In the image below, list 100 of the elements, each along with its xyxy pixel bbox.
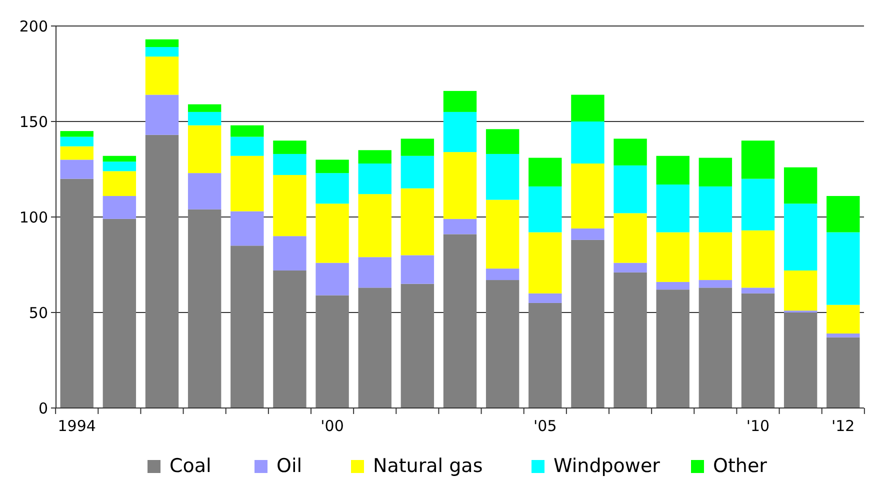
- y-tick-label: 100: [19, 208, 48, 226]
- bar: [528, 302, 562, 408]
- bar: [400, 255, 434, 284]
- bar: [486, 280, 520, 408]
- bar: [358, 194, 392, 258]
- bar: [571, 228, 604, 240]
- bar: [60, 136, 94, 146]
- bar: [316, 160, 349, 174]
- legend-label: Natural gas: [373, 455, 483, 477]
- bar: [826, 232, 860, 305]
- bar: [102, 196, 136, 219]
- bar: [528, 232, 562, 294]
- bar: [698, 186, 732, 232]
- bar: [400, 188, 434, 256]
- bar: [741, 178, 775, 230]
- bar: [443, 234, 477, 408]
- y-tick-label: 150: [19, 112, 48, 131]
- bar: [784, 167, 818, 204]
- bar: [145, 39, 179, 48]
- bar: [400, 156, 434, 188]
- bar: [188, 112, 222, 126]
- y-tick-label: 200: [19, 17, 48, 36]
- bar: [316, 262, 349, 296]
- bar: [656, 282, 690, 290]
- x-tick-label: '12: [832, 417, 855, 435]
- bar: [486, 200, 520, 269]
- bar: [230, 211, 264, 246]
- bar: [188, 209, 222, 408]
- bar: [614, 262, 647, 272]
- bar: [358, 150, 392, 164]
- bar: [188, 125, 222, 174]
- bar: [698, 158, 732, 186]
- bar: [145, 47, 179, 57]
- bar: [60, 160, 94, 179]
- x-tick-label: 1994: [58, 417, 96, 435]
- bar: [102, 162, 136, 172]
- bar: [60, 178, 94, 408]
- legend-label: Oil: [276, 455, 302, 477]
- bar: [145, 134, 179, 408]
- x-tick-label: '10: [746, 417, 770, 435]
- bar: [698, 232, 732, 280]
- bar: [102, 218, 136, 408]
- bar: [486, 154, 520, 200]
- legend-label: Other: [713, 455, 768, 477]
- bar: [826, 334, 860, 338]
- bar: [741, 288, 775, 294]
- bar: [273, 140, 306, 154]
- bar: [316, 295, 349, 408]
- bar: [528, 293, 562, 303]
- bar: [230, 125, 264, 137]
- bar: [656, 232, 690, 282]
- bar: [273, 154, 306, 175]
- bar: [102, 156, 136, 162]
- bar: [273, 174, 306, 236]
- bar: [316, 204, 349, 263]
- bar: [400, 284, 434, 408]
- bar: [358, 164, 392, 194]
- bar: [230, 156, 264, 212]
- bar: [230, 246, 264, 408]
- bar: [400, 138, 434, 156]
- bar: [741, 293, 775, 408]
- bar: [443, 112, 477, 152]
- bar: [273, 270, 306, 408]
- bar: [273, 236, 306, 270]
- bar: [784, 270, 818, 311]
- bar: [358, 288, 392, 408]
- bar: [826, 337, 860, 408]
- bar: [188, 104, 222, 112]
- bar: [358, 257, 392, 288]
- bar: [60, 146, 94, 160]
- bar: [826, 304, 860, 334]
- x-tick-label: '05: [534, 417, 557, 435]
- legend-label: Coal: [170, 455, 212, 477]
- bar: [443, 218, 477, 234]
- bar: [614, 272, 647, 408]
- bar: [826, 196, 860, 232]
- bar: [443, 152, 477, 219]
- bar: [784, 312, 818, 408]
- bar: [784, 204, 818, 270]
- bar: [656, 156, 690, 185]
- bar: [571, 240, 604, 408]
- bar: [145, 94, 179, 135]
- bar: [614, 165, 647, 214]
- bar: [741, 230, 775, 288]
- bar: [102, 171, 136, 196]
- bar: [528, 158, 562, 186]
- bar: [316, 173, 349, 204]
- bar: [571, 164, 604, 228]
- bar: [486, 268, 520, 280]
- bar: [614, 138, 647, 166]
- y-tick-label: 50: [28, 304, 48, 322]
- bar: [698, 288, 732, 408]
- bar: [443, 90, 477, 112]
- bar: [656, 184, 690, 232]
- bar: [60, 131, 94, 137]
- bar: [656, 290, 690, 408]
- bar: [230, 136, 264, 156]
- x-tick-label: '00: [320, 417, 344, 435]
- bar: [614, 213, 647, 263]
- bar: [188, 173, 222, 210]
